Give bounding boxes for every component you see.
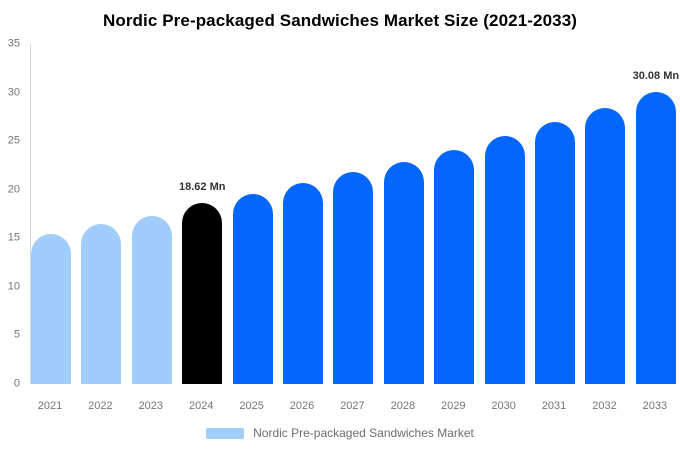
x-axis-label-2022: 2022: [88, 400, 113, 412]
y-tick-label-20: 20: [7, 183, 20, 196]
x-axis-label-2031: 2031: [541, 400, 567, 412]
data-label-2033: 30.08 Mn: [632, 69, 680, 82]
y-tick-label-25: 25: [7, 134, 20, 147]
bar-2029[interactable]: [434, 149, 475, 384]
bar-column-2031: [535, 44, 576, 384]
bar-column-2025: [232, 44, 273, 384]
x-axis-labels: 2021 2022 2023 2024 2025 2026 2027 2028 2029 2030…: [30, 399, 675, 413]
x-axis-label-2030: 2030: [491, 400, 516, 412]
x-axis-label-2026: 2026: [289, 400, 315, 412]
x-axis-label-2028: 2028: [390, 400, 416, 412]
x-axis-label-2025: 2025: [239, 400, 264, 412]
y-tick-label-5: 5: [13, 328, 20, 341]
y-tick-label-10: 10: [7, 280, 20, 293]
bar-column-2029: [434, 44, 475, 384]
bar-column-2030: [484, 44, 525, 384]
x-axis-label-2021: 2021: [37, 400, 63, 412]
y-tick-label-15: 15: [7, 231, 20, 244]
bar-column-2024: 18.62 Mn: [178, 44, 226, 384]
legend-label: Nordic Pre-packaged Sandwiches Market: [253, 426, 474, 440]
y-tick-label-35: 35: [7, 37, 20, 50]
bar-2032[interactable]: [585, 108, 626, 384]
x-axis-label-2024: 2024: [188, 400, 214, 412]
y-axis: 0 5 10 15 20 25 30 35: [0, 38, 24, 389]
bar-column-2026: [283, 44, 324, 384]
bar-column-2028: [383, 44, 424, 384]
y-tick-label-30: 30: [7, 86, 20, 99]
bar-column-2023: [131, 44, 172, 384]
bar-2022[interactable]: [81, 223, 122, 384]
bar-2030[interactable]: [484, 136, 525, 384]
bar-column-2033: 30.08 Mn: [632, 44, 680, 384]
data-label-2024: 18.62 Mn: [178, 181, 226, 194]
legend-item-market[interactable]: Nordic Pre-packaged Sandwiches Market: [206, 426, 474, 440]
plot-area: 18.62 Mn 30.08 Mn: [30, 44, 680, 384]
legend: Nordic Pre-packaged Sandwiches Market: [0, 426, 680, 440]
bar-column-2027: [333, 44, 374, 384]
x-axis-label-2023: 2023: [138, 400, 164, 412]
y-tick-label-0: 0: [13, 377, 20, 390]
bar-2023[interactable]: [131, 215, 172, 384]
legend-swatch: [206, 427, 245, 439]
bar-2025[interactable]: [232, 193, 273, 384]
bar-2024[interactable]: [182, 203, 223, 384]
bar-column-2032: [585, 44, 626, 384]
chart-title: Nordic Pre-packaged Sandwiches Market Si…: [102, 11, 578, 30]
bar-2033[interactable]: [635, 91, 676, 384]
x-axis-label-2029: 2029: [441, 400, 466, 412]
x-axis-label-2027: 2027: [340, 400, 365, 412]
bar-column-2021: [31, 44, 71, 384]
bar-2028[interactable]: [383, 161, 424, 384]
bar-column-2022: [81, 44, 122, 384]
bar-2031[interactable]: [535, 121, 576, 384]
bar-2027[interactable]: [333, 172, 374, 384]
bar-2021[interactable]: [31, 234, 71, 384]
x-axis-label-2033: 2033: [642, 400, 668, 412]
bar-2026[interactable]: [283, 182, 324, 384]
x-axis-label-2032: 2032: [592, 400, 617, 412]
